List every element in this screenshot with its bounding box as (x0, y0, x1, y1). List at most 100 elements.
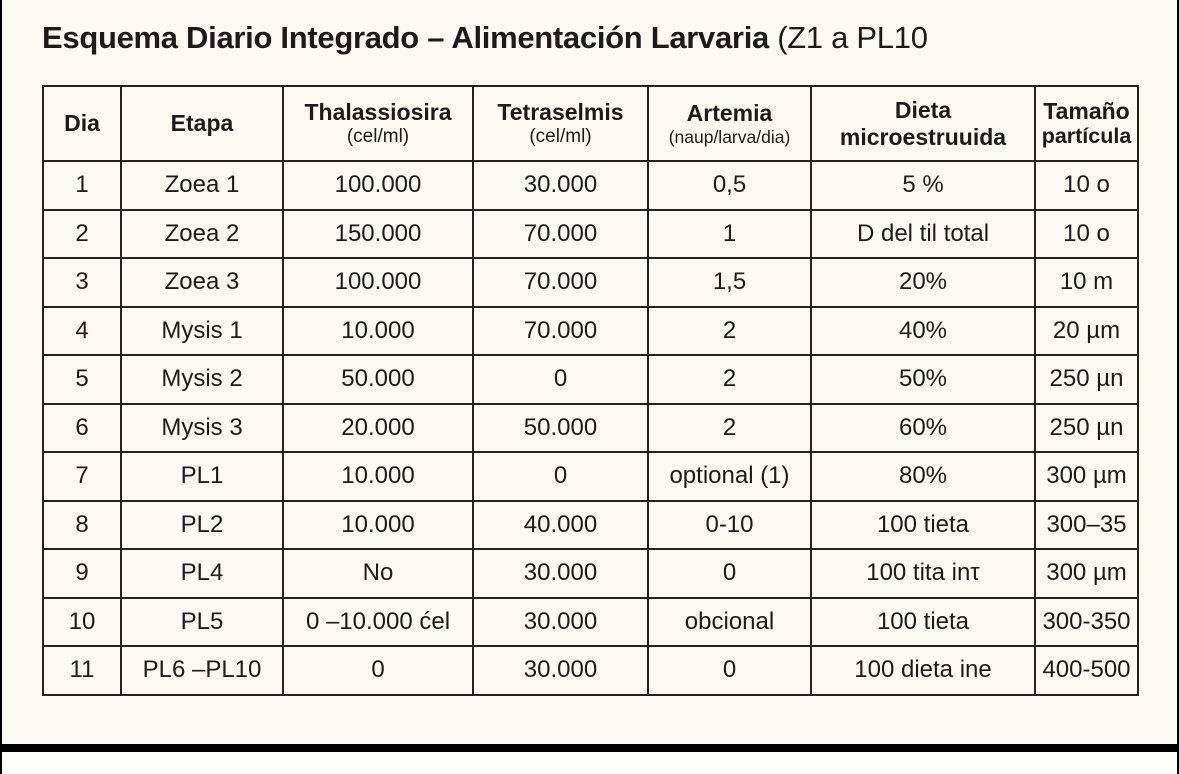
table-cell: 50.000 (282, 354, 474, 405)
table-cell: 0 (472, 451, 649, 502)
table-cell: 0 (472, 354, 649, 405)
table-cell: 70.000 (472, 305, 649, 356)
table-cell: 0 (647, 645, 812, 696)
table-cell: 100.000 (282, 160, 474, 211)
table-cell: 40.000 (472, 499, 649, 550)
table-cell: 10 o (1034, 208, 1139, 259)
table-cell: Mysis 2 (120, 354, 284, 405)
header-etapa: Etapa (120, 85, 284, 162)
header-tamano-particula: Tamaño partícula (1034, 85, 1139, 162)
header-sublabel: partícula (1041, 124, 1132, 149)
table-cell: No (282, 548, 474, 599)
header-dieta-microestructurada: Dieta microestruuida (810, 85, 1036, 162)
table-cell: 10 (42, 596, 122, 647)
table-row: 4 Mysis 1 10.000 70.000 2 40% 20 µm (42, 305, 1139, 356)
table-cell: 100 tieta (810, 596, 1036, 647)
header-thalassiosira: Thalassiosira (cel/ml) (282, 85, 474, 162)
header-label: Tetraselmis (497, 99, 624, 126)
table-cell: 2 (42, 208, 122, 259)
table-cell: 10.000 (282, 451, 474, 502)
table-cell: optional (1) (647, 451, 812, 502)
table-cell: 5 (42, 354, 122, 405)
table-cell: PL4 (120, 548, 284, 599)
header-label: Tamaño (1043, 97, 1130, 124)
header-sublabel: microestruuida (839, 123, 1007, 150)
table-cell: 4 (42, 305, 122, 356)
table-cell: 100 dieta ine (810, 645, 1036, 696)
table-cell: 300 µm (1034, 451, 1139, 502)
table-cell: 30.000 (472, 548, 649, 599)
header-sublabel: (naup/larva/dia) (668, 126, 791, 147)
table-cell: 100.000 (282, 257, 474, 308)
page-title: Esquema Diario Integrado – Alimentación … (42, 20, 928, 56)
table-row: 3 Zoea 3 100.000 70.000 1,5 20% 10 m (42, 257, 1139, 308)
table-cell: 100 tita inτ (810, 548, 1036, 599)
table-cell: 0-10 (647, 499, 812, 550)
table-cell: 7 (42, 451, 122, 502)
table-cell: 20.000 (282, 402, 474, 453)
table-row: 9 PL4 No 30.000 0 100 tita inτ 300 µm (42, 548, 1139, 599)
table-cell: 50% (810, 354, 1036, 405)
table-cell: 0 (647, 548, 812, 599)
header-label: Thalassiosira (304, 99, 452, 126)
table-cell: 11 (42, 645, 122, 696)
table-cell: 1 (42, 160, 122, 211)
table-cell: 80% (810, 451, 1036, 502)
table-cell: 250 µn (1034, 402, 1139, 453)
header-label: Dia (64, 110, 100, 137)
table-row: 7 PL1 10.000 0 optional (1) 80% 300 µm (42, 451, 1139, 502)
table-cell: D del til total (810, 208, 1036, 259)
table-cell: Zoea 3 (120, 257, 284, 308)
header-sublabel: (cel/ml) (346, 125, 410, 147)
table-cell: 250 µn (1034, 354, 1139, 405)
table-cell: 6 (42, 402, 122, 453)
table-cell: 70.000 (472, 257, 649, 308)
page-title-suffix: (Z1 a PL10 (768, 20, 928, 55)
table-cell: 300-350 (1034, 596, 1139, 647)
table-cell: 40% (810, 305, 1036, 356)
header-tetraselmis: Tetraselmis (cel/ml) (472, 85, 649, 162)
header-artemia: Artemia (naup/larva/dia) (647, 85, 812, 162)
table-body: 1 Zoea 1 100.000 30.000 0,5 5 % 10 o 2 Zoea 2 150… (42, 160, 1139, 696)
table-cell: PL1 (120, 451, 284, 502)
table-cell: 1,5 (647, 257, 812, 308)
table-row: 8 PL2 10.000 40.000 0-10 100 tieta 300–35 (42, 499, 1139, 550)
table-cell: 300–35 (1034, 499, 1139, 550)
table-row: 5 Mysis 2 50.000 0 2 50% 250 µn (42, 354, 1139, 405)
table-cell: 20% (810, 257, 1036, 308)
table-cell: 1 (647, 208, 812, 259)
table-row: 11 PL6 –PL10 0 30.000 0 100 dieta ine 400-500 (42, 645, 1139, 696)
table-cell: 2 (647, 402, 812, 453)
table-row: 10 PL5 0 –10.000 ćel 30.000 obcional 100 tiet… (42, 596, 1139, 647)
table-header-row: Dia Etapa Thalassiosira (cel/ml) Tetrase… (42, 85, 1139, 162)
table-cell: 20 µm (1034, 305, 1139, 356)
table-cell: 150.000 (282, 208, 474, 259)
table-cell: Mysis 1 (120, 305, 284, 356)
table-cell: 0,5 (647, 160, 812, 211)
table-cell: 70.000 (472, 208, 649, 259)
table-cell: 9 (42, 548, 122, 599)
table-cell: 30.000 (472, 596, 649, 647)
table-cell: 30.000 (472, 645, 649, 696)
header-dia: Dia (42, 85, 122, 162)
table-cell: PL6 –PL10 (120, 645, 284, 696)
table-cell: 400-500 (1034, 645, 1139, 696)
table-row: 1 Zoea 1 100.000 30.000 0,5 5 % 10 o (42, 160, 1139, 211)
table-cell: 10 o (1034, 160, 1139, 211)
header-label: Dieta (894, 97, 952, 124)
table-cell: PL5 (120, 596, 284, 647)
table-cell: 0 (282, 645, 474, 696)
bottom-margin-strip (2, 752, 1177, 774)
table-cell: 2 (647, 354, 812, 405)
table-cell: 10 m (1034, 257, 1139, 308)
table-cell: 100 tieta (810, 499, 1036, 550)
table-cell: 0 –10.000 ćel (282, 596, 474, 647)
header-sublabel: (cel/ml) (529, 125, 592, 147)
table-cell: Mysis 3 (120, 402, 284, 453)
table-cell: Zoea 1 (120, 160, 284, 211)
table-cell: 3 (42, 257, 122, 308)
table-cell: 8 (42, 499, 122, 550)
table-row: 2 Zoea 2 150.000 70.000 1 D del til total 10 o (42, 208, 1139, 259)
table-cell: 50.000 (472, 402, 649, 453)
